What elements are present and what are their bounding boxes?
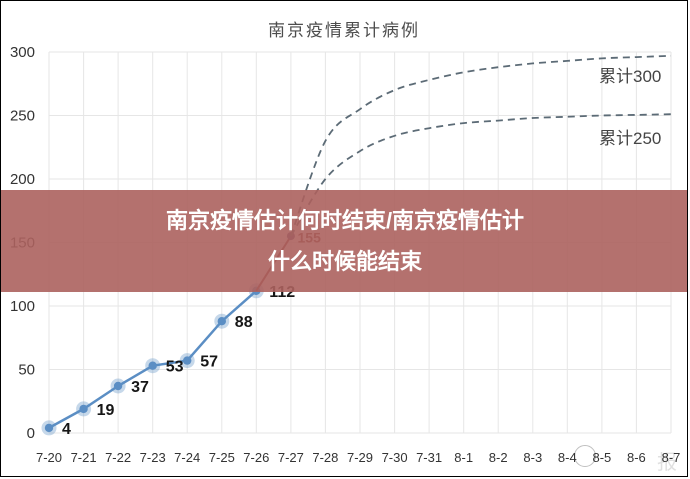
svg-text:7-21: 7-21	[71, 450, 97, 465]
svg-text:0: 0	[27, 425, 35, 442]
svg-text:88: 88	[235, 314, 253, 331]
svg-text:8-6: 8-6	[627, 450, 646, 465]
svg-text:7-27: 7-27	[278, 450, 304, 465]
svg-text:100: 100	[10, 298, 35, 315]
svg-text:累计250: 累计250	[599, 129, 661, 148]
svg-text:7-28: 7-28	[312, 450, 338, 465]
svg-text:200: 200	[10, 171, 35, 188]
svg-text:250: 250	[10, 108, 35, 125]
svg-text:7-25: 7-25	[209, 450, 235, 465]
svg-text:8-7: 8-7	[662, 450, 681, 465]
svg-text:8-5: 8-5	[593, 450, 612, 465]
svg-text:19: 19	[97, 402, 115, 419]
svg-text:7-24: 7-24	[174, 450, 200, 465]
svg-text:7-29: 7-29	[347, 450, 373, 465]
svg-text:8-2: 8-2	[489, 450, 508, 465]
svg-text:300: 300	[10, 44, 35, 61]
svg-text:4: 4	[62, 421, 71, 438]
svg-text:累计300: 累计300	[599, 67, 661, 86]
svg-text:53: 53	[166, 359, 184, 376]
svg-text:7-26: 7-26	[243, 450, 269, 465]
svg-text:37: 37	[131, 379, 149, 396]
svg-text:8-3: 8-3	[523, 450, 542, 465]
svg-text:7-20: 7-20	[36, 450, 62, 465]
svg-text:50: 50	[18, 362, 35, 379]
svg-text:57: 57	[200, 354, 218, 371]
svg-text:8-4: 8-4	[558, 450, 577, 465]
svg-text:7-31: 7-31	[416, 450, 442, 465]
svg-text:7-22: 7-22	[105, 450, 131, 465]
svg-text:7-23: 7-23	[140, 450, 166, 465]
svg-text:8-1: 8-1	[454, 450, 473, 465]
svg-text:7-30: 7-30	[382, 450, 408, 465]
